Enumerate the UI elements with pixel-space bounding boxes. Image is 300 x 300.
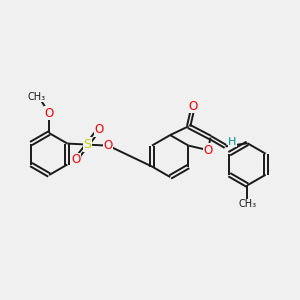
Text: S: S bbox=[83, 138, 91, 151]
Text: O: O bbox=[189, 100, 198, 113]
Text: O: O bbox=[204, 144, 213, 157]
Text: CH₃: CH₃ bbox=[28, 92, 46, 102]
Text: O: O bbox=[94, 123, 104, 136]
Text: O: O bbox=[71, 153, 80, 166]
Text: O: O bbox=[44, 106, 54, 120]
Text: H: H bbox=[228, 136, 236, 147]
Text: O: O bbox=[103, 139, 113, 152]
Text: CH₃: CH₃ bbox=[238, 199, 256, 209]
